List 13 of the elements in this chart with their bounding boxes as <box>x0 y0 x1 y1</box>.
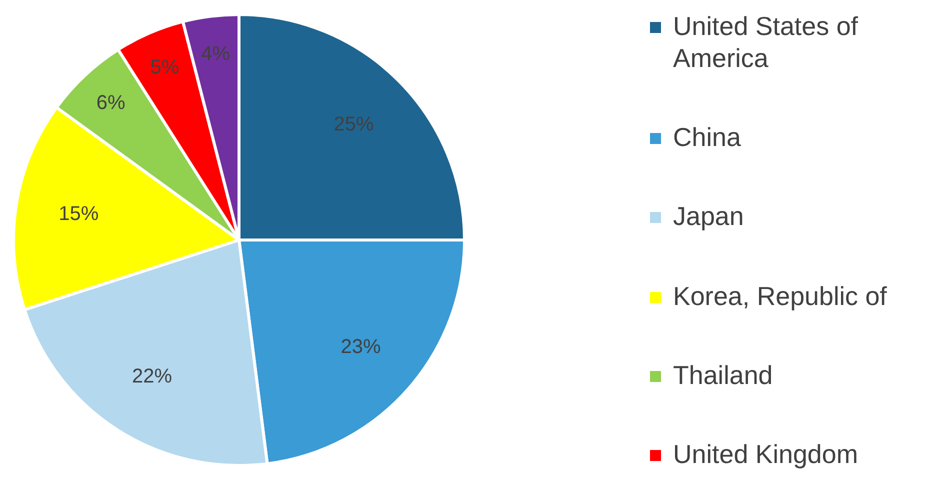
data-label: 22% <box>132 366 172 388</box>
legend-label: United Kingdom <box>673 438 858 470</box>
legend-label: Korea, Republic of <box>673 280 887 312</box>
legend-label: Thailand <box>673 358 773 391</box>
data-label: 6% <box>96 92 126 114</box>
legend-label: Japan <box>673 200 744 232</box>
data-label: 15% <box>58 203 99 226</box>
legend-label: China <box>673 121 741 154</box>
data-label: 25% <box>334 114 374 136</box>
legend-label: United States of America <box>673 10 859 74</box>
data-label: 23% <box>340 336 382 358</box>
data-label: 4% <box>201 42 230 65</box>
data-label: 5% <box>150 56 180 79</box>
